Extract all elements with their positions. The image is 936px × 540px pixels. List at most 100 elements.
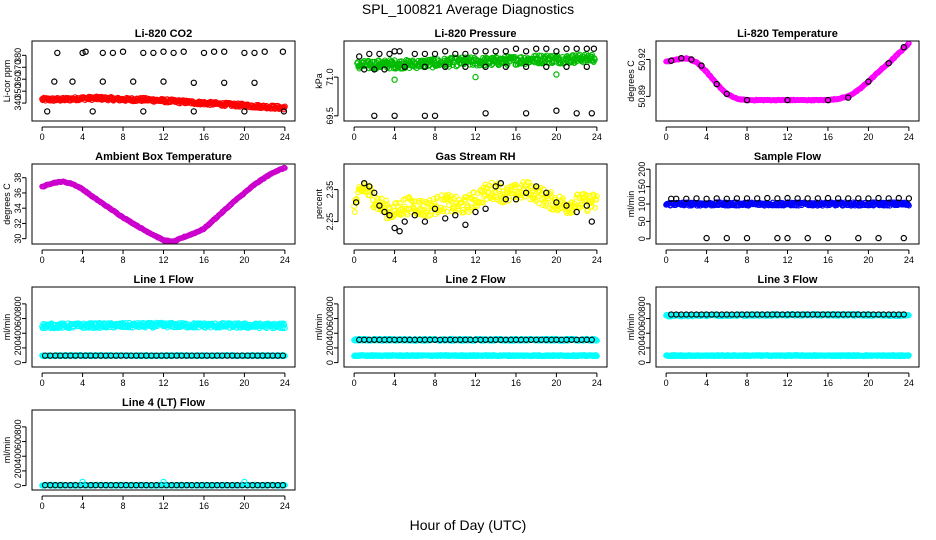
- panel-1-series-2-point: [140, 108, 147, 115]
- panel-2-series-2-point: [391, 112, 398, 120]
- panel-5-series-1-point: [426, 197, 433, 204]
- panel-2-series-2-point: [462, 63, 469, 71]
- x-tick-label: 4: [80, 132, 85, 142]
- panel-9-marks: [663, 311, 912, 360]
- x-tick-label: 20: [551, 132, 561, 142]
- x-tick-label: 20: [863, 132, 873, 142]
- x-tick-label: 16: [511, 132, 521, 142]
- panel-5-marks: [351, 179, 600, 235]
- x-tick-label: 16: [823, 132, 833, 142]
- panel-1-series-2-point: [109, 49, 117, 57]
- panel-6-series-2-point: [814, 195, 822, 202]
- panel-1-series-2-point: [129, 78, 137, 85]
- panel-5-series-1-point: [512, 181, 519, 188]
- panel-5-series-1-point: [488, 179, 495, 186]
- x-tick-label: 24: [904, 132, 914, 142]
- panel-3-marks: [663, 41, 912, 104]
- x-tick-label: 20: [239, 132, 249, 142]
- panel-7-x-axis: 0 4 8 12 16 20 24: [40, 372, 290, 388]
- panel-5-series-2-point: [502, 195, 509, 203]
- panel-5-series-2-point: [497, 179, 504, 187]
- panel-2-series-2-point: [522, 110, 530, 117]
- panel-1-series-2-point: [210, 48, 218, 55]
- y-tick-label: 370: [13, 60, 23, 75]
- panel-1-series-2-point: [220, 48, 228, 55]
- x-tick-label: 24: [280, 132, 290, 142]
- panel-1-series-2-point: [119, 48, 127, 55]
- panel-2-series-3-point: [553, 71, 560, 78]
- y-tick-label: 340: [13, 96, 23, 111]
- y-tick-label: 600: [13, 311, 23, 326]
- panel-2-marks: [354, 45, 598, 120]
- y-tick-label: 200: [13, 340, 23, 355]
- y-tick-label: 0: [13, 360, 23, 365]
- x-tick-label: 4: [392, 255, 397, 265]
- panel-5-series-1-point: [424, 207, 431, 214]
- panel-3-series-2-point: [713, 80, 720, 88]
- panel-2-series-2-point: [543, 63, 550, 71]
- y-tick-label: 34: [13, 203, 23, 213]
- panel-8-y-label: ml/min: [314, 314, 324, 341]
- panel-5-frame: [343, 163, 608, 245]
- x-tick-label: 4: [392, 378, 397, 388]
- panel-1-series-2-point: [44, 108, 51, 115]
- panel-1-series-2-point: [54, 49, 61, 57]
- y-tick-label: 0: [637, 236, 647, 241]
- panel-2-series-2-point: [401, 63, 408, 71]
- panel-3-y-label: degrees C: [626, 60, 636, 102]
- panel-2-series-2-point: [366, 50, 373, 58]
- x-tick-label: 0: [40, 132, 45, 142]
- panel-3-series-2-point: [900, 44, 908, 51]
- panel-5-series-1-point: [469, 204, 475, 211]
- x-tick-label: 8: [121, 132, 126, 142]
- panel-6-series-2-point: [824, 234, 832, 242]
- panel-6-series-2-point: [875, 234, 882, 242]
- x-tick-label: 4: [704, 255, 709, 265]
- panel-6-series-2-point: [845, 195, 852, 202]
- panel-2-series-2-point: [431, 112, 439, 120]
- panel-3-series-2-point: [698, 62, 705, 69]
- panel-2-series-2-point: [590, 45, 598, 52]
- panel-6-series-2-point: [774, 195, 781, 202]
- panel-6-series-2-point: [703, 234, 710, 242]
- y-tick-label: 50.92: [637, 48, 647, 71]
- y-tick-label: 360: [13, 72, 23, 87]
- panel-2-series-2-point: [502, 63, 509, 71]
- x-tick-label: 4: [704, 132, 709, 142]
- panel-2-series-3-point: [472, 73, 479, 81]
- panel-4-title: Ambient Box Temperature: [95, 151, 232, 163]
- x-tick-label: 8: [121, 378, 126, 388]
- panel-5-series-2-point: [352, 199, 360, 206]
- panel-5-series-1-point: [577, 204, 584, 211]
- panel-6-x-axis: 0 4 8 12 16 20 24: [664, 249, 914, 265]
- panel-5-series-2-point: [533, 183, 540, 190]
- panel-3-frame: [655, 40, 920, 122]
- x-tick-label: 20: [551, 378, 561, 388]
- x-tick-label: 16: [199, 132, 209, 142]
- panel-6-series-2-point: [733, 195, 741, 202]
- panel-1-series-2-point: [261, 48, 268, 55]
- panel-5-series-2-point: [522, 189, 530, 196]
- panel-8-series-3-point: [588, 336, 595, 343]
- panel-6-series-2-point: [764, 194, 771, 202]
- y-tick-label: 2.35: [325, 181, 335, 199]
- panel-1-series-2-point: [200, 49, 208, 57]
- panel-5-series-2-point: [588, 218, 596, 225]
- panel-5-series-1-point: [440, 205, 447, 212]
- panel-5-series-1-point: [499, 183, 506, 190]
- panel-2-series-3-point: [391, 76, 398, 83]
- panel-7-series-1-point: [281, 321, 288, 328]
- panel-5-series-2-point: [563, 202, 570, 209]
- panel-6-series-2-point: [824, 194, 832, 202]
- panel-5-series-1-point: [470, 189, 477, 196]
- panel-2-series-1-point: [453, 63, 460, 70]
- panel-1-series-2-point: [251, 79, 258, 87]
- panel-2-series-2-point: [356, 53, 363, 60]
- panel-6-frame: [655, 163, 920, 245]
- panel-5-series-1-point: [571, 200, 578, 207]
- x-tick-label: 12: [470, 132, 480, 142]
- panel-5-series-1-point: [593, 196, 600, 203]
- panel-2-series-2-point: [583, 45, 591, 52]
